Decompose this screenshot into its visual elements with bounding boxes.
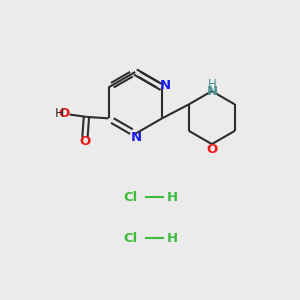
Text: N: N [159, 80, 171, 92]
Text: O: O [79, 135, 91, 148]
Text: H: H [55, 107, 64, 120]
Text: Cl: Cl [124, 232, 138, 245]
Text: H: H [208, 78, 216, 91]
Text: O: O [207, 143, 218, 156]
Text: Cl: Cl [124, 190, 138, 204]
Text: N: N [206, 85, 218, 98]
Text: H: H [167, 190, 178, 204]
Text: N: N [131, 131, 142, 144]
Text: H: H [167, 232, 178, 245]
Text: O: O [58, 107, 70, 120]
